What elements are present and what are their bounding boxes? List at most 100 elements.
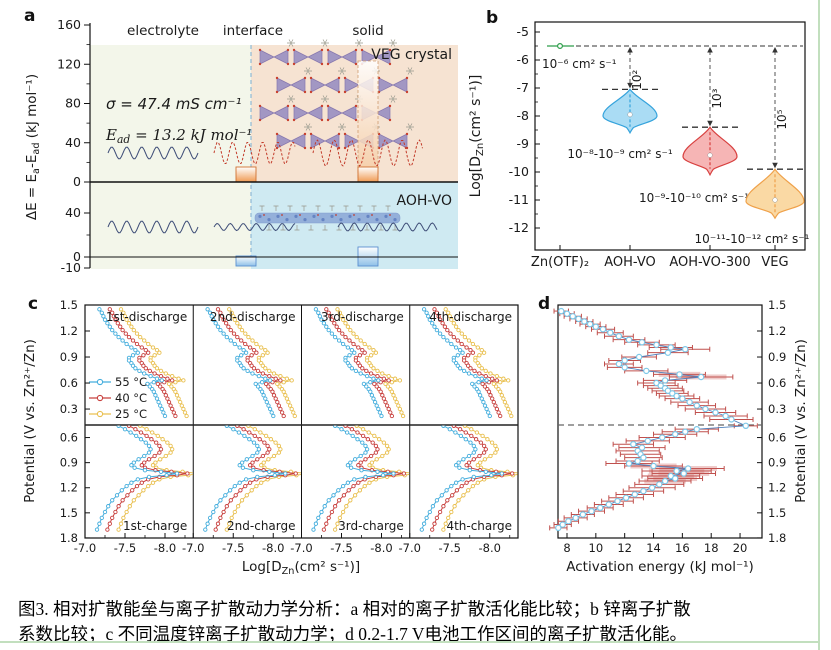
caption-line-2: 系数比较；c 不同温度锌离子扩散动力学；d 0.2-1.7 V电池工作区间的离子… (18, 624, 688, 644)
text-label: solid (352, 23, 383, 39)
text-label: electrolyte (127, 23, 199, 39)
text-label: 0.6 (768, 431, 786, 445)
text-label: 80 (65, 96, 81, 111)
temperature-legend: 55 °C 40 °C 25 °C (89, 375, 147, 421)
temperature-curve (321, 425, 407, 532)
text-label: 0.9 (60, 350, 78, 364)
caption-line-1: 图3. 相对扩散能垒与离子扩散动力学分析：a 相对的离子扩散活化能比较；b 锌离… (18, 599, 691, 619)
text-label: -5 (517, 24, 529, 39)
temperature-curve (118, 307, 189, 419)
wavefunctions (107, 139, 438, 234)
text-label: 12 (617, 541, 632, 555)
text-label: -7.0 (182, 541, 204, 555)
text-label: 0 (73, 174, 81, 189)
violin-VEG (745, 168, 805, 220)
text-label: -7.5 (330, 541, 352, 555)
rich-text-label: ΔE = Ea-Ead (kJ mol⁻¹) (24, 74, 42, 220)
temperature-curve (107, 307, 178, 419)
text-label: 0.3 (60, 402, 78, 416)
text-label: 0.9 (768, 350, 786, 364)
text-label: 40 (65, 205, 81, 220)
text-label: -8.0 (479, 541, 501, 555)
text-label: 1.8 (768, 531, 786, 545)
panel-c-letter: c (28, 294, 39, 314)
text-label: -9 (517, 136, 530, 151)
text-label: -8.0 (262, 541, 284, 555)
plot-border (534, 21, 806, 251)
text-label: Zn(OTF)₂ (531, 255, 589, 270)
text-label: 10⁻⁸-10⁻⁹ cm² s⁻¹ (567, 147, 672, 161)
text-label: 0 (73, 249, 81, 264)
panel-b-violin-plot: -5 -6 -7 -8 -9 -10 -11 -12 Log[DZn(cm² s⁻¹)] 10⁻⁶… (468, 21, 810, 270)
text-label: 1st-charge (123, 519, 187, 533)
text-label: -8.0 (370, 541, 392, 555)
text-label: 20 (733, 541, 748, 555)
temperature-curve (203, 425, 288, 532)
aoh-vo-chain (254, 205, 401, 231)
text-label: -7.0 (399, 541, 421, 555)
electrolyte-region (90, 45, 251, 269)
error-bars (549, 308, 758, 531)
text-label: -7.0 (74, 541, 96, 555)
temperature-curve (311, 425, 396, 532)
aoh-vo-region (251, 182, 458, 269)
text-label: 1st-discharge (106, 310, 187, 324)
veg-barrier-bar (357, 166, 379, 183)
panel-b-letter: b (486, 8, 499, 28)
text-label: -7.5 (222, 541, 244, 555)
text-label: AOH-VO-300 (669, 255, 750, 270)
text-label: 10⁻¹¹-10⁻¹² cm² s⁻¹ (695, 232, 810, 246)
panel-a-letter: a (24, 6, 36, 26)
text-label: AOH-VO (397, 193, 452, 209)
text-label: 1.2 (768, 481, 786, 495)
text-label: 18 (704, 541, 719, 555)
text-label: 40 (65, 135, 81, 150)
veg-solid-tall-bar (358, 61, 378, 182)
text-label: -10 (61, 260, 81, 275)
text-label: 16 (675, 541, 690, 555)
text-label: -7.5 (439, 541, 461, 555)
text-label: 55 °C (115, 375, 147, 389)
text-label: interface (223, 23, 283, 39)
factor-arrow (707, 47, 713, 127)
text-label: 4th-discharge (429, 310, 512, 324)
text-label: 1.2 (60, 324, 78, 338)
factor-arrow (772, 47, 778, 169)
temperature-curve (432, 307, 503, 419)
text-label: Potential (V vs. Zn²⁺/Zn) (793, 339, 809, 503)
text-label: 120 (57, 56, 81, 71)
text-label: -7.5 (114, 541, 136, 555)
text-label: -10 (509, 164, 529, 179)
text-label: σ = 47.4 mS cm⁻¹ (106, 95, 241, 113)
text-label: 2nd-charge (227, 519, 295, 533)
text-label: -7.0 (290, 541, 312, 555)
text-label: 10⁻⁶ cm² s⁻¹ (542, 57, 617, 71)
green-frame-right (818, 0, 820, 650)
figure-caption: 图3. 相对扩散能垒与离子扩散动力学分析：a 相对的离子扩散活化能比较；b 锌离… (18, 597, 813, 647)
temperature-curve (94, 425, 180, 532)
panel-d-activation-energy: 8 10 12 14 16 18 20 1.5 1.2 0.9 0.6 0.3 0.6 0.9 1.2 1.5… (549, 298, 809, 575)
text-label: 160 (57, 17, 81, 32)
zn-otf-marker (556, 42, 563, 49)
text-label: 0.6 (768, 376, 786, 390)
text-label: Potential (V vs. Zn²⁺/Zn) (22, 339, 38, 503)
text-label: 1.5 (60, 506, 78, 520)
violin-AOH-VO (602, 88, 658, 135)
text-label: AOH-VO (604, 255, 656, 270)
text-label: 0.9 (60, 456, 78, 470)
text-label: 1.2 (768, 324, 786, 338)
temperature-curve (324, 307, 395, 419)
text-label: -12 (509, 220, 529, 235)
temperature-curve (105, 425, 190, 532)
temperature-curve (97, 307, 168, 419)
text-label: 1.2 (60, 481, 78, 495)
text-label: 10² (630, 69, 644, 89)
aoh-barrier-bar (235, 255, 257, 267)
temperature-curve (443, 307, 514, 419)
text-label: -8 (517, 108, 530, 123)
rich-text-label: Log[DZn(cm² s⁻¹)] (242, 559, 360, 577)
temperature-curve (421, 307, 492, 419)
data-markers (555, 307, 749, 532)
text-label: -8.0 (154, 541, 176, 555)
